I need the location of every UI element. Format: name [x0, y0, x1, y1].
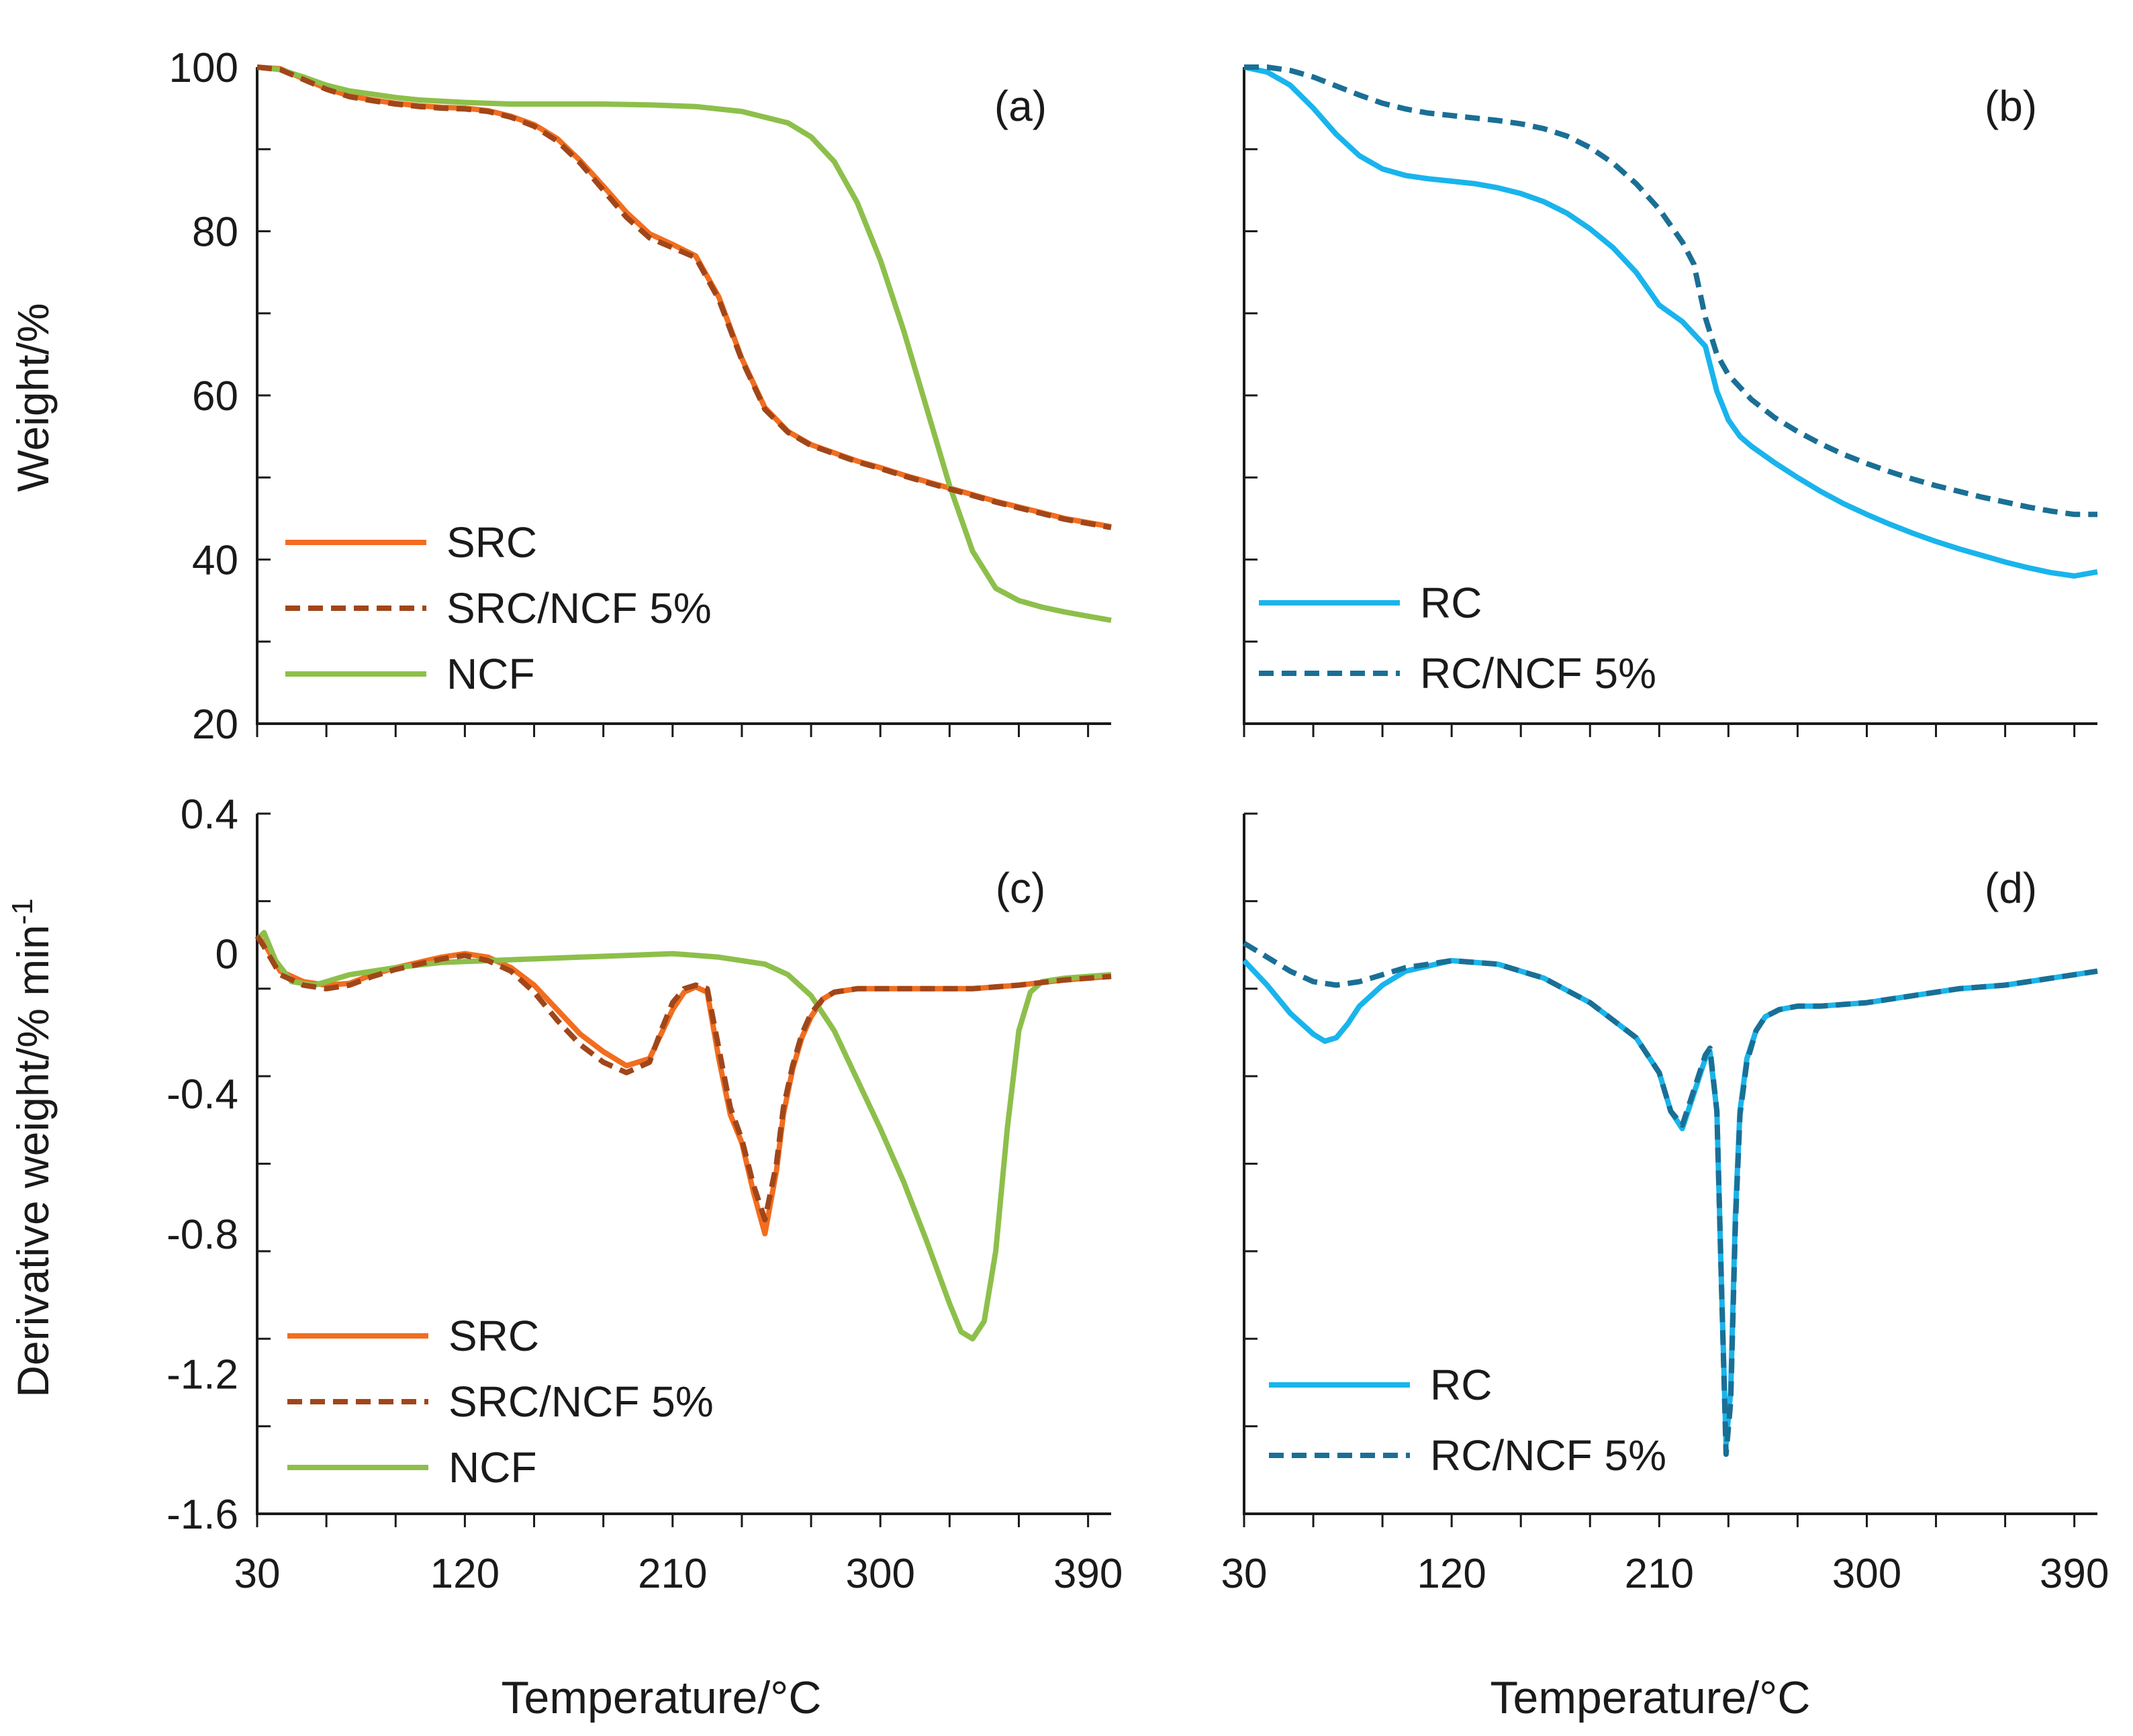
series-line-src-ncf-5: [254, 934, 1112, 1222]
legend: RC RC/NCF 5%: [1269, 1361, 1666, 1480]
legend-label: NCF: [446, 650, 535, 698]
panel-b: (b) RC RC/NCF 5%: [1243, 64, 2098, 737]
legend: RC RC/NCF 5%: [1259, 579, 1656, 697]
series-line-rc-ncf-5: [1244, 64, 2097, 518]
y-tick-label: 0.4: [181, 791, 238, 838]
y-tick-label: 60: [192, 373, 238, 420]
panel-a: 100 80 60 40 20 (a) SRC SRC/NCF 5% NCF: [169, 45, 1112, 748]
x-tick-label: 30: [234, 1551, 281, 1597]
y-tick-label: 20: [192, 702, 238, 748]
y-tick-label: -1.6: [167, 1492, 238, 1538]
y-tick-label: -0.4: [167, 1071, 238, 1118]
y-tick-label: 40: [192, 538, 238, 584]
legend-label: RC/NCF 5%: [1420, 649, 1656, 697]
y-axis-title-derivative-weight: Derivative weight/% min-1: [6, 898, 58, 1397]
y-tick-label: 100: [169, 45, 238, 91]
x-tick-label: 210: [1625, 1551, 1694, 1597]
panels: 100 80 60 40 20 (a) SRC SRC/NCF 5% NCF (b) RC RC/NC…: [167, 45, 2109, 1597]
x-tick-label: 300: [1832, 1551, 1901, 1597]
x-tick-label: 30: [1221, 1551, 1268, 1597]
x-tick-label: 300: [845, 1551, 914, 1597]
legend-label: RC: [1420, 579, 1482, 627]
panel-label: (c): [996, 864, 1046, 912]
series-line-rc-ncf-5: [1242, 941, 2098, 1457]
y-axis-title-weight: Weight/%: [8, 303, 58, 491]
legend-label: SRC/NCF 5%: [446, 584, 712, 632]
series-line-src-ncf-5: [256, 64, 1112, 530]
legend-label: SRC: [448, 1312, 539, 1360]
x-tick-label: 120: [1417, 1551, 1486, 1597]
x-axis-title-left: Temperature/°C: [502, 1672, 822, 1723]
series-line-rc: [1243, 64, 2098, 579]
y-tick-label: 0: [216, 932, 238, 978]
x-tick-label: 210: [638, 1551, 707, 1597]
x-tick-label: 390: [1053, 1551, 1123, 1597]
panel-c: 0.4 0 -0.4 -0.8 -1.2 -1.6 30 120 210 300 390 (c) SRC…: [167, 791, 1123, 1597]
legend-label: RC: [1430, 1361, 1492, 1409]
x-tick-label: 120: [430, 1551, 500, 1597]
legend-label: SRC/NCF 5%: [448, 1378, 714, 1426]
legend-label: SRC: [446, 518, 537, 567]
legend: SRC SRC/NCF 5% NCF: [287, 1312, 714, 1492]
panel-label: (b): [1985, 82, 2037, 130]
y-axis-title-derivative-weight-superscript: -1: [6, 898, 39, 924]
series-line-ncf: [255, 930, 1112, 1342]
x-tick-label: 390: [2040, 1551, 2109, 1597]
legend-label: RC/NCF 5%: [1430, 1431, 1666, 1480]
y-axis-title-derivative-weight-main: Derivative weight/% min: [8, 924, 58, 1397]
y-tick-label: -1.2: [167, 1351, 238, 1398]
y-tick-label: 80: [192, 209, 238, 256]
panel-label: (d): [1985, 864, 2037, 912]
panel-d: 30 120 210 300 390 (d) RC RC/NCF 5%: [1221, 812, 2109, 1597]
x-axis-title-right: Temperature/°C: [1490, 1672, 1811, 1723]
y-tick-label: -0.8: [167, 1212, 238, 1258]
series-line-ncf: [256, 64, 1112, 623]
panel-label: (a): [994, 82, 1047, 130]
legend-label: NCF: [448, 1443, 537, 1492]
legend: SRC SRC/NCF 5% NCF: [285, 518, 712, 698]
